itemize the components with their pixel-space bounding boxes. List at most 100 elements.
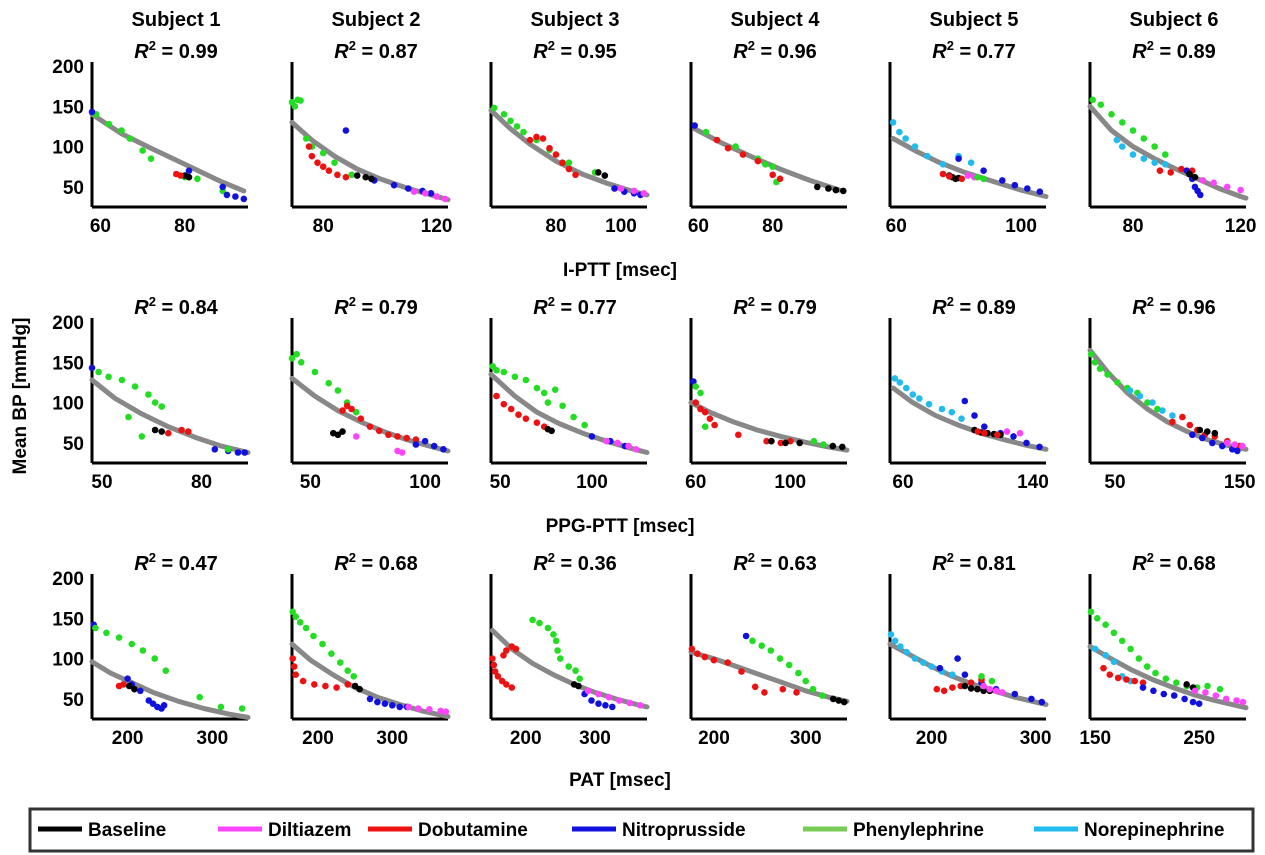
r-squared-label: R2 = 0.99 [134,38,217,63]
data-point-phenylephrine [749,637,756,645]
data-point-norepinephrine [928,663,935,670]
x-tick-label: 300 [790,728,822,749]
data-point-phenylephrine [559,402,566,410]
data-point-baseline [796,439,803,447]
data-point-dobutamine [1100,664,1107,672]
data-point-norepinephrine [896,379,904,386]
data-point-dobutamine [958,175,966,183]
data-point-nitroprusside [88,364,96,372]
data-point-phenylephrine [732,143,739,150]
data-point-baseline [368,175,375,183]
data-point-phenylephrine [980,175,987,183]
data-point-diltiazem [1231,441,1239,448]
x-tick-label: 60 [688,216,709,237]
data-point-dobutamine [322,682,329,690]
data-point-phenylephrine [692,383,699,390]
data-point-nitroprusside [1036,188,1044,195]
data-point-dobutamine [375,427,383,435]
data-point-diltiazem [1233,697,1240,704]
data-point-phenylephrine [536,619,543,627]
data-point-dobutamine [1156,167,1164,174]
data-point-norepinephrine [1091,645,1099,653]
data-point-phenylephrine [162,667,170,674]
data-point-nitroprusside [611,185,618,192]
data-point-phenylephrine [701,423,709,431]
data-point-dobutamine [515,411,522,419]
data-point-dobutamine [710,656,718,664]
fit-curve [488,371,650,455]
y-tick-label: 50 [63,178,84,199]
x-tick-label: 150 [1079,728,1111,749]
data-point-dobutamine [178,426,185,434]
data-point-phenylephrine [1162,151,1169,158]
panel-r3-c1: R2 = 0.47 50 100 150 200 200 300 [52,550,251,749]
data-point-dobutamine [946,173,953,180]
panel-r3-c6: R2 = 0.68 150 250 [1079,550,1249,749]
legend-label-dobutamine: Dobutamine [418,820,528,841]
data-point-nitroprusside [412,441,420,448]
data-point-nitroprusside [160,702,168,709]
data-point-nitroprusside [742,632,750,640]
fit-curve [488,107,650,198]
data-point-phenylephrine [776,655,784,662]
data-point-norepinephrine [1140,155,1148,162]
data-point-phenylephrine [291,103,299,110]
legend-label-diltiazem: Diltiazem [268,820,351,841]
data-point-phenylephrine [1143,663,1151,670]
data-point-phenylephrine [139,647,147,654]
data-point-phenylephrine [125,413,132,421]
data-point-nitroprusside [955,155,962,162]
x-tick-label: 250 [1183,728,1215,749]
x-tick-label: 200 [698,728,730,749]
data-point-nitroprusside [390,181,398,189]
data-point-dobutamine [933,685,941,693]
data-point-diltiazem [441,195,449,203]
data-point-dobutamine [319,163,327,170]
data-point-dobutamine [974,428,982,435]
data-point-phenylephrine [1162,675,1170,682]
data-point-nitroprusside [137,687,144,695]
data-point-phenylephrine [702,128,710,136]
data-point-phenylephrine [95,368,102,376]
data-point-phenylephrine [1204,682,1211,690]
data-point-nitroprusside [1024,185,1031,192]
data-point-diltiazem [1224,439,1231,447]
data-point-norepinephrine [1159,407,1166,414]
data-point-diltiazem [410,188,418,195]
data-point-nitroprusside [405,185,412,192]
panel-r1-c6: Subject 6 R2 = 0.89 80 120 [1087,9,1256,237]
data-point-phenylephrine [500,368,508,376]
data-point-dobutamine [724,144,732,152]
data-point-baseline [967,685,975,692]
data-point-dobutamine [503,681,510,688]
data-point-nitroprusside [936,664,944,672]
data-point-phenylephrine [1216,685,1224,693]
data-point-phenylephrine [105,120,113,128]
data-point-dobutamine [1139,679,1147,686]
data-point-baseline [353,172,361,179]
data-point-nitroprusside [342,127,350,134]
fit-curve [1087,103,1249,201]
panel-r3-c4: R2 = 0.63 200 300 [688,550,850,749]
data-point-phenylephrine [529,616,536,624]
r-squared-label: R2 = 0.79 [733,294,816,319]
data-point-dobutamine [739,151,747,158]
data-point-dobutamine [334,171,341,179]
row-2-x-axis-label: PPG-PTT [msec] [546,516,695,537]
data-point-phenylephrine [818,692,826,699]
data-point-diltiazem [614,439,621,447]
x-tick-label: 80 [174,216,195,237]
data-point-nitroprusside [1028,695,1035,703]
data-point-norepinephrine [1110,658,1118,666]
data-point-phenylephrine [131,383,139,390]
data-point-phenylephrine [151,399,159,406]
x-tick-label: 100 [774,472,806,493]
data-point-dobutamine [1131,677,1138,685]
r-squared-label: R2 = 0.84 [134,294,218,319]
data-point-nitroprusside [396,703,404,711]
data-point-dobutamine [694,650,701,657]
data-point-phenylephrine [1127,645,1134,653]
data-point-phenylephrine [328,650,335,657]
x-tick-label: 50 [1104,472,1125,493]
data-point-dobutamine [533,419,541,427]
